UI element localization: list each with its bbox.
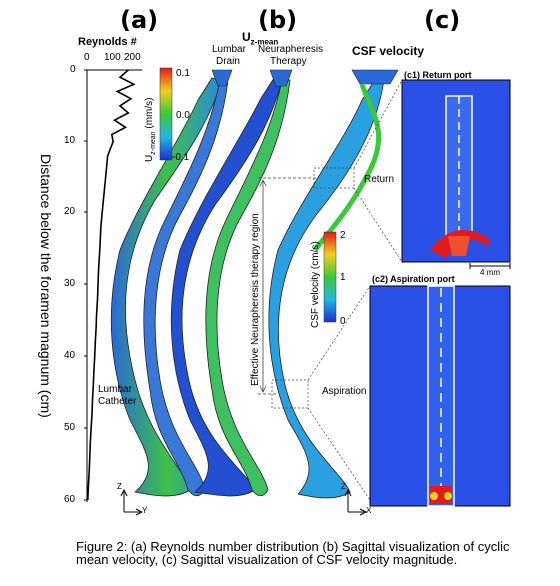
- panel-c-spine: [268, 69, 399, 499]
- panel-b-spine-neurapheresis: [170, 77, 291, 497]
- y-tick-10: 10: [64, 135, 76, 146]
- colorbar-c: [323, 231, 337, 323]
- reynolds-tick-100: 100: [104, 52, 121, 63]
- y-tick-30: 30: [64, 278, 76, 289]
- aspiration-port-image: [369, 285, 511, 507]
- panel-letter-b: (b): [258, 6, 298, 34]
- axes-triad-c: [344, 488, 368, 516]
- y-tick-20: 20: [64, 206, 76, 217]
- colorbar-b: [159, 67, 173, 161]
- axis-x-c: X: [366, 506, 372, 515]
- panel-a: [84, 69, 142, 502]
- y-axis-ticks: [84, 69, 87, 501]
- axis-y-a: Y: [142, 506, 148, 515]
- y-tick-40: 40: [64, 350, 76, 361]
- reynolds-curve: [87, 69, 136, 501]
- therapy-region-bracket: [258, 177, 318, 395]
- panel-b-spine-drain: [110, 77, 229, 497]
- c2-title: (c2) Aspiration port: [372, 274, 455, 284]
- figure-caption: Figure 2: (a) Reynolds number distributi…: [76, 539, 510, 567]
- axis-z-c: Z: [341, 482, 346, 491]
- label-drain: Drain: [216, 56, 240, 67]
- cbar-c-tick-2: 2: [340, 230, 346, 241]
- annot-lumbar: Lumbar: [98, 384, 132, 395]
- funnel-drain: [211, 69, 233, 87]
- label-lumbar: Lumbar: [212, 44, 246, 55]
- reynolds-tick-0: 0: [84, 52, 90, 63]
- cbar-b-label: Uz-mean (mm/s): [144, 98, 157, 162]
- therapy-region-label: Effective Neurapheresis therapy region: [250, 213, 261, 386]
- uz-title-sub: z-mean: [250, 37, 279, 47]
- y-tick-60: 60: [64, 494, 76, 505]
- cbar-b-label-main: U: [144, 154, 155, 162]
- panel-letter-c: (c): [424, 6, 461, 34]
- axis-z-a: Z: [117, 482, 122, 491]
- y-tick-50: 50: [64, 422, 76, 433]
- cbar-c-tick-1: 1: [340, 272, 346, 283]
- cbar-b-tick-top: 0.1: [176, 68, 190, 79]
- label-neurapheresis: Neurapheresis: [258, 44, 324, 55]
- panel-letter-a: (a): [120, 6, 159, 34]
- cbar-b-tick-bot: -0.1: [172, 152, 190, 163]
- cbar-b-tick-mid: 0.0: [176, 110, 190, 121]
- cbar-b-label-unit: (mm/s): [144, 97, 155, 129]
- uz-title-main: U: [242, 30, 251, 44]
- return-port-image: [401, 79, 511, 269]
- cbar-c-tick-0: 0: [340, 316, 346, 327]
- label-return: Return: [364, 174, 395, 185]
- annot-catheter: Catheter: [98, 396, 137, 407]
- label-aspiration: Aspiration: [322, 386, 367, 397]
- reynolds-tick-200: 200: [124, 52, 141, 63]
- cbar-b-label-sub: z-mean: [150, 131, 157, 155]
- cbar-c-label: CSF velocity (cm/s): [310, 241, 321, 328]
- scale-bar-label: 4 mm: [480, 268, 500, 277]
- label-therapy: Therapy: [270, 56, 307, 67]
- uz-mean-title: Uz-mean: [242, 30, 278, 46]
- c1-title: (c1) Return port: [404, 70, 472, 80]
- y-axis-label: Distance below the foramen magnum (cm): [38, 154, 54, 418]
- funnel-neura: [269, 69, 293, 87]
- zoom-connectors: [271, 79, 403, 501]
- reynolds-axis-label: Reynolds #: [78, 36, 137, 48]
- axes-triad-a: [120, 488, 144, 516]
- csf-velocity-title: CSF velocity: [352, 44, 425, 58]
- y-tick-0: 0: [70, 64, 76, 75]
